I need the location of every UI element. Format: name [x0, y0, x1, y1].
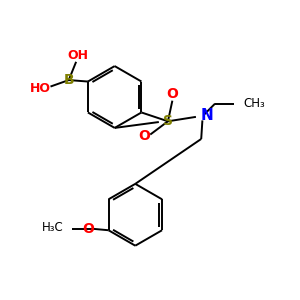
Text: B: B [63, 73, 74, 87]
Text: S: S [163, 114, 173, 128]
Text: OH: OH [67, 49, 88, 62]
Text: H₃C: H₃C [42, 221, 64, 234]
Text: N: N [200, 108, 213, 123]
Text: HO: HO [30, 82, 51, 94]
Text: O: O [167, 87, 178, 101]
Text: CH₃: CH₃ [244, 97, 266, 110]
Text: O: O [138, 129, 150, 143]
Text: O: O [82, 222, 94, 236]
